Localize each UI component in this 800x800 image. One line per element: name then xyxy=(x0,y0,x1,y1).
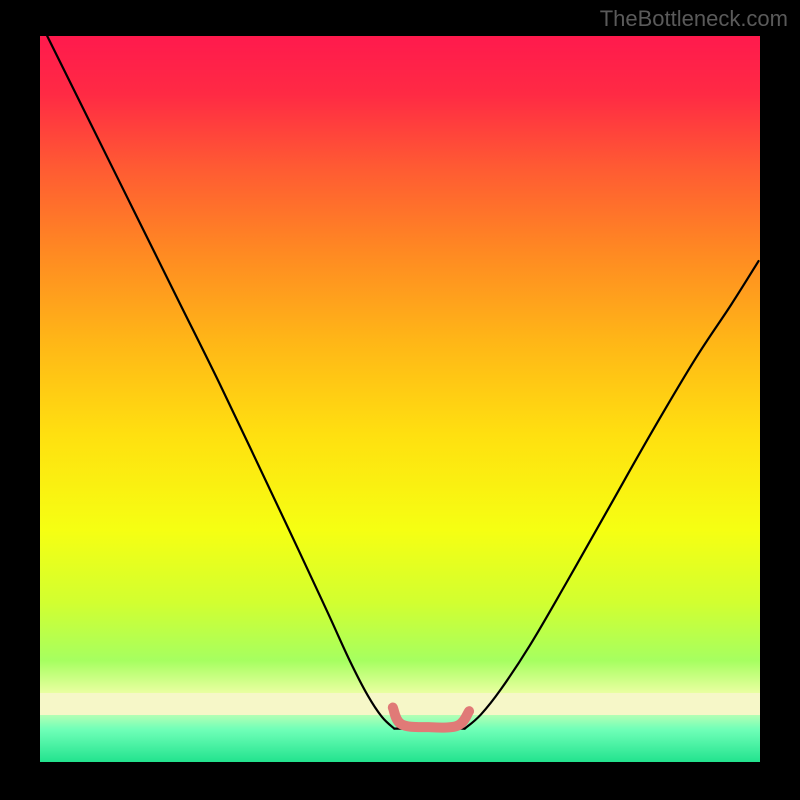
chart-container: TheBottleneck.com xyxy=(0,0,800,800)
curve-right-arm xyxy=(465,261,759,729)
curve-left-arm xyxy=(47,36,394,729)
highlight-marker xyxy=(393,708,469,728)
curve-svg xyxy=(40,36,760,762)
watermark-text: TheBottleneck.com xyxy=(600,6,788,32)
plot-area xyxy=(40,36,760,762)
